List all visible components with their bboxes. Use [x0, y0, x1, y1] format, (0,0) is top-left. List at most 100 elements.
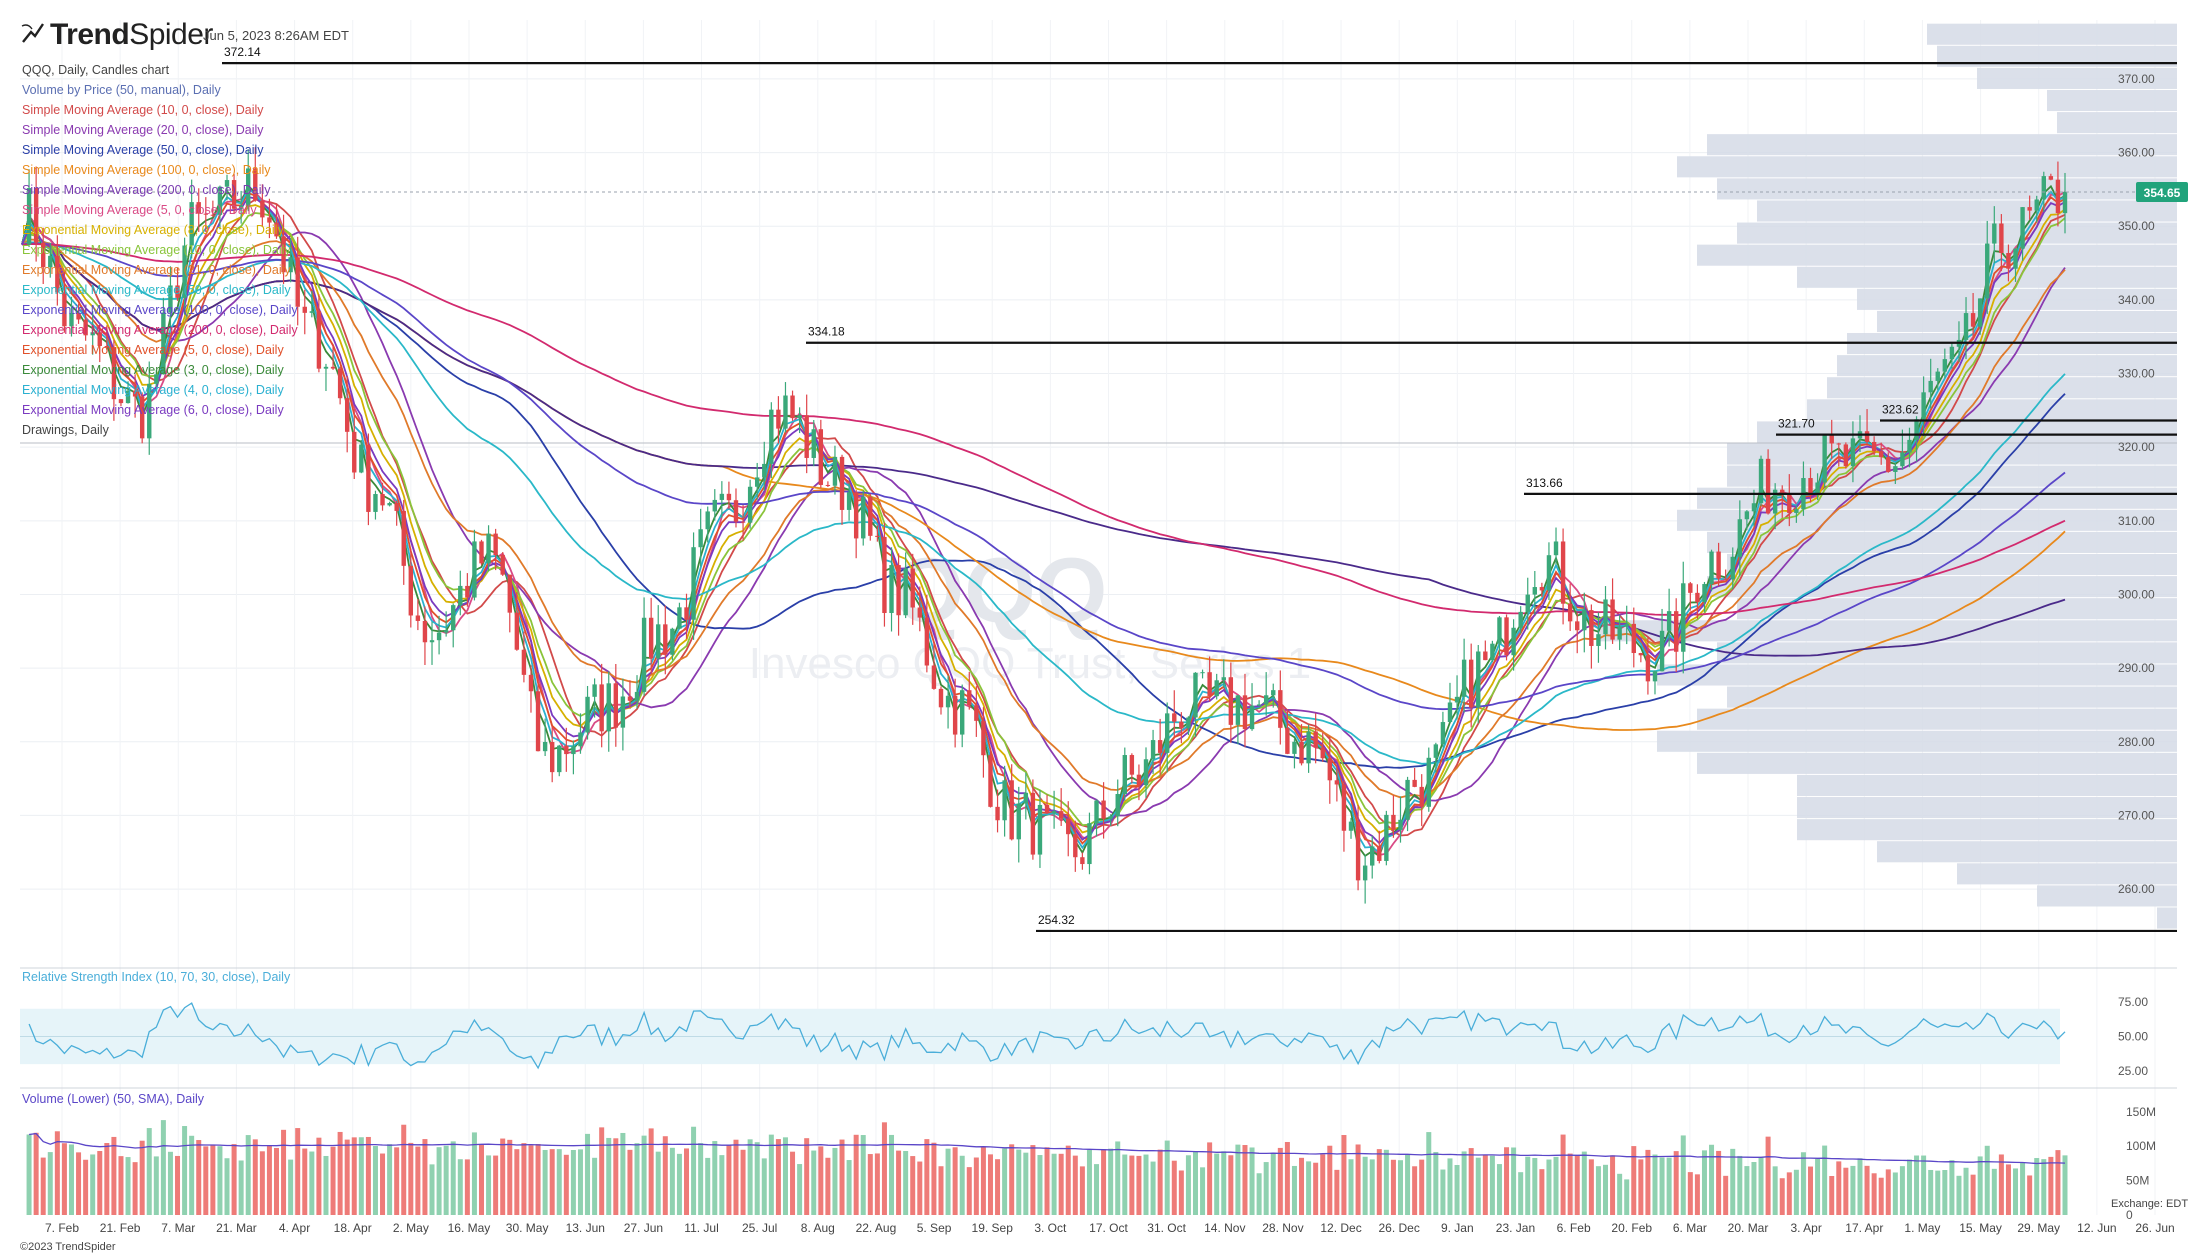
indicator-legend[interactable]: QQQ, Daily, Candles chart Volume by Price…: [22, 60, 298, 440]
volume-bar: [2062, 1155, 2068, 1215]
candle-body: [33, 188, 39, 243]
volume-bar: [139, 1140, 145, 1215]
vbp-bar: [1727, 553, 2177, 576]
legend-item[interactable]: Simple Moving Average (100, 0, close), D…: [22, 163, 271, 177]
legend-item[interactable]: Exponential Moving Average (8, 0, close)…: [22, 223, 284, 237]
volume-bar: [768, 1134, 774, 1215]
candle-body: [938, 688, 944, 708]
candle-body: [861, 496, 866, 539]
volume-bar: [351, 1137, 357, 1215]
candle-body: [1702, 584, 1707, 603]
candle-body: [1751, 503, 1757, 512]
candle-body: [90, 332, 95, 336]
legend-item[interactable]: Exponential Moving Average (6, 0, close)…: [22, 403, 284, 417]
legend-item[interactable]: Exponential Moving Average (10, 0, close…: [22, 243, 291, 257]
candle-body: [1391, 814, 1396, 830]
vbp-bar: [1727, 465, 2177, 487]
date-tick-label: 6. Mar: [1673, 1221, 1707, 1235]
volume-bar: [1638, 1159, 1644, 1215]
candle-body: [2048, 176, 2054, 180]
candle-body: [125, 390, 131, 404]
candles[interactable]: [26, 147, 2068, 904]
legend-item[interactable]: Exponential Moving Average (200, 0, clos…: [22, 323, 298, 337]
candle-body: [1808, 478, 1813, 496]
price-tick-label: 320.00: [2118, 440, 2155, 454]
candle-body: [1539, 587, 1545, 591]
legend-item[interactable]: Simple Moving Average (200, 0, close), D…: [22, 183, 271, 197]
candle-body: [967, 690, 972, 706]
candle-body: [443, 630, 449, 633]
candle-body: [988, 755, 993, 807]
legend-item[interactable]: Exponential Moving Average (21, 0, close…: [22, 263, 291, 277]
date-tick-label: 4. Apr: [279, 1221, 310, 1235]
legend-item[interactable]: Drawings, Daily: [22, 423, 109, 437]
volume-bar: [860, 1135, 866, 1215]
legend-item[interactable]: Simple Moving Average (20, 0, close), Da…: [22, 123, 264, 137]
volume-bar: [987, 1154, 993, 1215]
candle-body: [175, 285, 180, 298]
volume-bar: [1143, 1154, 1149, 1215]
volume-bar: [839, 1139, 845, 1215]
date-tick-label: 14. Nov: [1204, 1221, 1245, 1235]
volume-bar: [1171, 1160, 1177, 1215]
volume-bar: [1822, 1145, 1828, 1215]
volume-bar: [1800, 1152, 1806, 1215]
legend-item[interactable]: Exponential Moving Average (50, 0, close…: [22, 283, 291, 297]
legend-item[interactable]: Simple Moving Average (5, 0, close), Dai…: [22, 203, 257, 217]
volume-bar: [585, 1133, 591, 1215]
legend-item[interactable]: Exponential Moving Average (3, 0, close)…: [22, 363, 284, 377]
volume-bar: [26, 1134, 32, 1215]
candle-body: [1546, 555, 1552, 591]
volume-bar: [1051, 1153, 1057, 1215]
candle-body: [274, 222, 279, 237]
legend-item[interactable]: Exponential Moving Average (5, 0, close)…: [22, 343, 284, 357]
candle-body: [1681, 583, 1686, 652]
level-label: 321.70: [1778, 417, 1815, 431]
legend-item[interactable]: Simple Moving Average (10, 0, close), Da…: [22, 103, 264, 117]
candle-body: [210, 214, 216, 216]
brand-name: TrendSpider: [50, 18, 213, 52]
date-tick-label: 6. Feb: [1557, 1221, 1591, 1235]
volume-bar: [153, 1156, 159, 1215]
legend-item[interactable]: Volume by Price (50, manual), Daily: [22, 83, 221, 97]
legend-item[interactable]: Simple Moving Average (50, 0, close), Da…: [22, 143, 264, 157]
volume-bar: [1956, 1175, 1962, 1215]
volume-bar: [309, 1151, 315, 1215]
volume-bar: [1002, 1148, 1008, 1215]
candle-body: [1645, 655, 1651, 682]
candle-body: [776, 409, 781, 429]
volume-bar: [910, 1156, 916, 1215]
candle-body: [1638, 653, 1644, 656]
volume-bar: [1405, 1154, 1411, 1215]
candle-body: [981, 720, 986, 756]
candle-body: [458, 585, 463, 606]
candle-body: [1051, 811, 1057, 814]
legend-item[interactable]: Exponential Moving Average (4, 0, close)…: [22, 383, 284, 397]
volume-bar: [1228, 1155, 1234, 1215]
candle-body: [648, 617, 654, 659]
candle-body: [1285, 727, 1290, 754]
volume-bar: [380, 1153, 386, 1215]
legend-item[interactable]: QQQ, Daily, Candles chart: [22, 63, 170, 77]
volume-bar: [1037, 1155, 1043, 1215]
volume-bar: [1885, 1169, 1891, 1215]
volume-bar: [592, 1157, 598, 1215]
candle-body: [995, 806, 1000, 821]
date-tick-label: 7. Mar: [161, 1221, 195, 1235]
volume-bar: [61, 1143, 67, 1215]
candle-body: [797, 415, 802, 419]
price-tick-label: 260.00: [2118, 882, 2155, 896]
legend-item[interactable]: Exponential Moving Average (100, 0, clos…: [22, 303, 298, 317]
volume-bar: [1094, 1164, 1100, 1215]
horizontal-level-lines[interactable]: 372.14 334.18 313.66 321.70 323.62 254.32 354.…: [20, 45, 2188, 933]
candle-body: [1384, 814, 1389, 861]
candle-body: [1377, 846, 1382, 861]
candle-body: [1461, 659, 1467, 697]
candle-body: [564, 745, 569, 755]
candle-body: [1794, 509, 1799, 513]
candle-body: [747, 486, 753, 523]
volume-bar: [1588, 1159, 1594, 1215]
volume-tick-label: 150M: [2126, 1105, 2156, 1119]
volume-bar: [1942, 1169, 1948, 1215]
